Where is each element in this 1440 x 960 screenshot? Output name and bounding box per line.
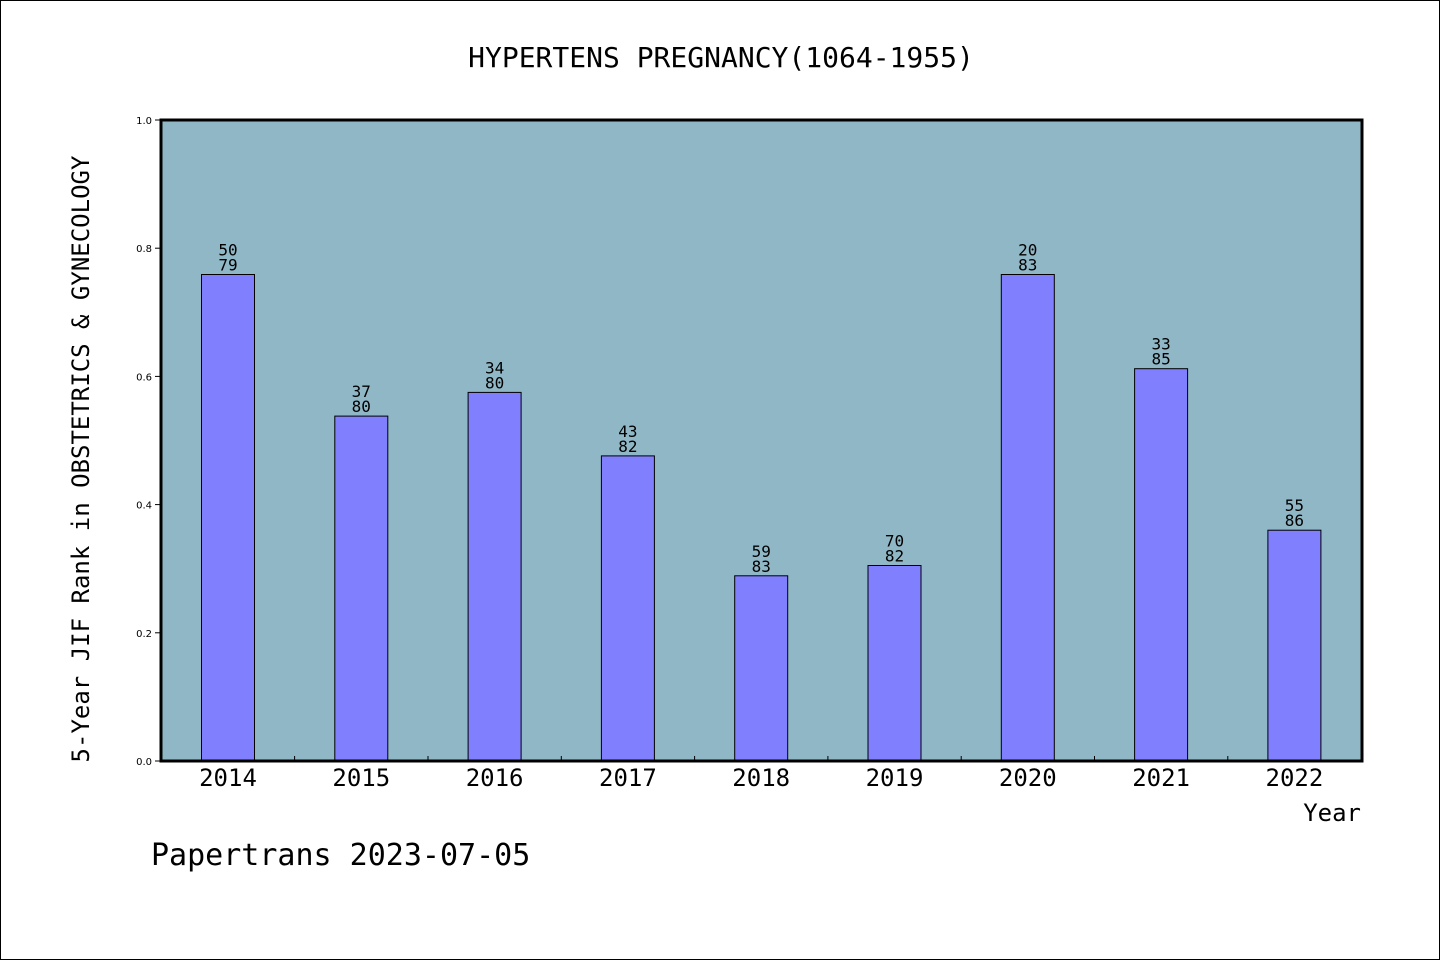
bar-label-total-2017: 82: [618, 437, 637, 456]
bar-label-rank-2014: 50: [218, 241, 237, 260]
y-tick-label: 0.0: [136, 757, 152, 768]
bar-label-total-2019: 82: [885, 547, 904, 566]
bar-2017: [600, 455, 655, 762]
bar-label-total-2015: 80: [352, 397, 371, 416]
y-tick-label: 0.2: [136, 629, 152, 640]
x-axis-label: Year: [1303, 799, 1361, 827]
bar-2022: [1267, 529, 1322, 762]
bar-label-rank-2020: 20: [1018, 241, 1037, 260]
bar-label-rank-2016: 34: [485, 358, 504, 377]
x-tick-label-2022: 2022: [1266, 764, 1324, 792]
y-tick-label: 0.6: [136, 372, 152, 383]
bar-label-rank-2018: 59: [752, 542, 771, 561]
bar-label-rank-2015: 37: [352, 382, 371, 401]
bar-label-rank-2017: 43: [618, 422, 637, 441]
y-tick-label: 0.8: [136, 244, 152, 255]
footer-credit: Papertrans 2023-07-05: [151, 838, 530, 873]
bar-2021: [1134, 368, 1189, 762]
y-axis-label: 5-Year JIF Rank in OBSTETRICS & GYNECOLO…: [67, 155, 95, 762]
x-tick-label-2016: 2016: [466, 764, 524, 792]
bar-2018: [734, 575, 789, 762]
x-axis-ticks: 2014 2015 2016 2017 2018 2019 2020 2021 2022: [199, 756, 1323, 792]
x-tick-label-2020: 2020: [999, 764, 1057, 792]
bar-2016: [467, 391, 522, 762]
bar-2019: [867, 565, 922, 762]
bar-2015: [334, 415, 389, 762]
y-axis-ticks: 0.0 0.2 0.4 0.6 0.8 1.0: [136, 116, 161, 768]
bar-label-total-2022: 86: [1285, 511, 1304, 530]
bar-label-total-2014: 79: [218, 256, 237, 275]
bar-2020: [1000, 274, 1055, 762]
bar-label-rank-2022: 55: [1285, 496, 1304, 515]
x-tick-label-2014: 2014: [199, 764, 257, 792]
bar-2014: [201, 274, 255, 762]
bar-label-total-2021: 85: [1151, 350, 1170, 369]
y-tick-label: 1.0: [136, 116, 152, 127]
x-tick-label-2021: 2021: [1132, 764, 1190, 792]
bars-group: [201, 274, 1322, 762]
bar-label-total-2018: 83: [752, 557, 771, 576]
chart-title: HYPERTENS PREGNANCY(1064-1955): [468, 41, 974, 74]
x-tick-label-2015: 2015: [332, 764, 390, 792]
bar-label-rank-2019: 70: [885, 532, 904, 551]
bar-label-rank-2021: 33: [1151, 335, 1170, 354]
bar-label-total-2016: 80: [485, 373, 504, 392]
x-tick-label-2017: 2017: [599, 764, 657, 792]
x-tick-label-2019: 2019: [866, 764, 924, 792]
bar-label-total-2020: 83: [1018, 256, 1037, 275]
y-tick-label: 0.4: [136, 501, 152, 512]
plot-frame: [159, 118, 1364, 763]
x-tick-label-2018: 2018: [732, 764, 790, 792]
